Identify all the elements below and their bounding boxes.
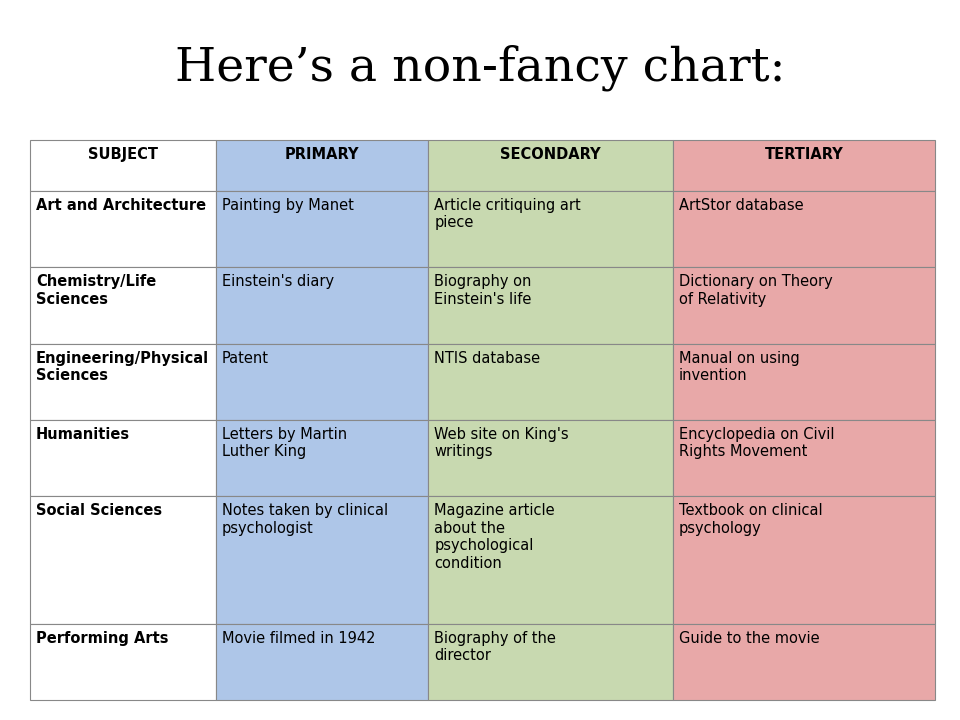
Bar (30, 267, 216, 343)
Text: Patent: Patent (222, 351, 269, 366)
Bar (30, 420, 216, 496)
Text: Painting by Manet: Painting by Manet (222, 198, 353, 213)
Bar (216, 624, 428, 700)
Text: ArtStor database: ArtStor database (679, 198, 804, 213)
Bar (30, 624, 216, 700)
Text: Biography of the
director: Biography of the director (434, 631, 556, 663)
Text: NTIS database: NTIS database (434, 351, 540, 366)
Bar (673, 140, 935, 191)
Text: Notes taken by clinical
psychologist: Notes taken by clinical psychologist (222, 503, 388, 536)
Text: Guide to the movie: Guide to the movie (679, 631, 819, 646)
Text: Einstein's diary: Einstein's diary (222, 274, 334, 289)
Text: Article critiquing art
piece: Article critiquing art piece (434, 198, 581, 230)
Text: Chemistry/Life
Sciences: Chemistry/Life Sciences (36, 274, 156, 307)
Bar (673, 267, 935, 343)
Text: SUBJECT: SUBJECT (87, 147, 157, 162)
Text: Art and Architecture: Art and Architecture (36, 198, 206, 213)
Bar (216, 343, 428, 420)
Bar (428, 343, 673, 420)
Text: Performing Arts: Performing Arts (36, 631, 169, 646)
Bar (428, 624, 673, 700)
Bar (428, 191, 673, 267)
Text: Manual on using
invention: Manual on using invention (679, 351, 800, 383)
Bar (216, 191, 428, 267)
Text: PRIMARY: PRIMARY (284, 147, 359, 162)
Bar (216, 140, 428, 191)
Bar (673, 420, 935, 496)
Text: Web site on King's
writings: Web site on King's writings (434, 427, 569, 459)
Text: Humanities: Humanities (36, 427, 131, 442)
Bar (673, 496, 935, 624)
Text: Here’s a non-fancy chart:: Here’s a non-fancy chart: (175, 45, 785, 91)
Bar (216, 267, 428, 343)
Bar (428, 140, 673, 191)
Text: Textbook on clinical
psychology: Textbook on clinical psychology (679, 503, 822, 536)
Text: Engineering/Physical
Sciences: Engineering/Physical Sciences (36, 351, 209, 383)
Bar (673, 343, 935, 420)
Text: Encyclopedia on Civil
Rights Movement: Encyclopedia on Civil Rights Movement (679, 427, 834, 459)
Text: Magazine article
about the
psychological
condition: Magazine article about the psychological… (434, 503, 555, 570)
Text: Letters by Martin
Luther King: Letters by Martin Luther King (222, 427, 347, 459)
Bar (30, 496, 216, 624)
Bar (428, 267, 673, 343)
Bar (216, 496, 428, 624)
Bar (30, 140, 216, 191)
Bar (428, 496, 673, 624)
Text: TERTIARY: TERTIARY (764, 147, 843, 162)
Bar (30, 191, 216, 267)
Text: Biography on
Einstein's life: Biography on Einstein's life (434, 274, 532, 307)
Text: Movie filmed in 1942: Movie filmed in 1942 (222, 631, 375, 646)
Text: Social Sciences: Social Sciences (36, 503, 162, 518)
Bar (428, 420, 673, 496)
Bar (673, 191, 935, 267)
Bar (216, 420, 428, 496)
Text: SECONDARY: SECONDARY (500, 147, 601, 162)
Bar (673, 624, 935, 700)
Text: Dictionary on Theory
of Relativity: Dictionary on Theory of Relativity (679, 274, 832, 307)
Bar (30, 343, 216, 420)
